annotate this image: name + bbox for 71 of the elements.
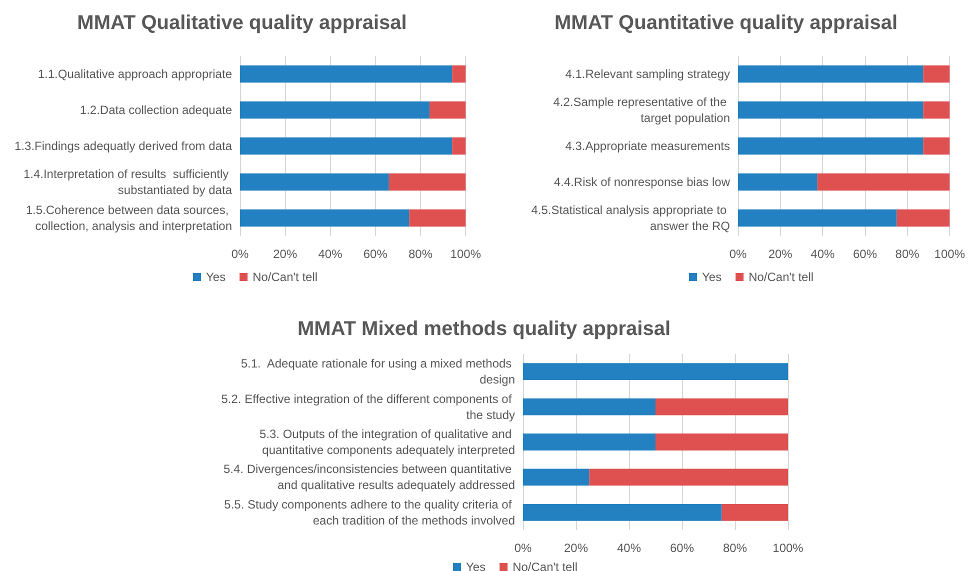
y-tick-label: 4.5.Statistical analysis appropriate to answer the RQ	[531, 203, 730, 233]
y-tick-label: 1.4.Interpretation of results sufficiently substantiated by data	[23, 167, 232, 197]
bar	[738, 173, 818, 191]
y-tick-label: 1.5.Coherence between data sources, collection, analysis and interpretation	[26, 203, 232, 233]
chart-title: MMAT Qualitative quality appraisal	[77, 12, 407, 34]
bar	[923, 137, 950, 155]
y-tick-label: 5.2. Effective integration of the different components of the study	[221, 392, 515, 422]
bar	[817, 173, 950, 191]
x-tick-label: 100%	[772, 541, 804, 555]
bar	[738, 209, 897, 227]
legend-label: No/Can't tell	[748, 270, 814, 284]
chart-title: MMAT Quantitative quality appraisal	[554, 12, 898, 34]
x-tick-label: 100%	[450, 247, 482, 261]
bar	[240, 65, 452, 83]
legend-label: Yes	[206, 270, 226, 284]
bar	[523, 434, 656, 450]
y-tick-label: 4.3.Appropriate measurements	[565, 139, 730, 153]
x-tick-label: 0%	[514, 541, 532, 555]
bar	[430, 101, 466, 119]
y-tick-label: 4.4.Risk of nonresponse bias low	[554, 175, 730, 189]
x-tick-label: 80%	[722, 541, 748, 555]
x-tick-label: 40%	[810, 247, 835, 261]
bar	[923, 65, 950, 83]
y-tick-label: 4.1.Relevant sampling strategy	[565, 67, 730, 81]
x-tick-label: 0%	[231, 247, 249, 261]
x-tick-label: 80%	[895, 247, 920, 261]
bar	[452, 137, 466, 155]
bar	[738, 101, 924, 119]
y-tick-label: 5.1. Adequate rationale for using a mixed methods design	[240, 356, 515, 387]
legend-label: Yes	[702, 270, 722, 284]
bar	[656, 434, 788, 450]
bar	[409, 209, 466, 227]
y-tick-label: 1.1.Qualitative approach appropriate	[38, 67, 232, 81]
x-tick-label: 20%	[768, 247, 793, 261]
bar	[240, 101, 430, 119]
bar	[388, 173, 466, 191]
legend-label: Yes	[466, 560, 486, 571]
y-tick-label: 5.5. Study components adhere to the quality criteria of each tradition of the methods involved	[224, 497, 515, 528]
bar	[738, 137, 924, 155]
x-tick-label: 40%	[616, 541, 642, 555]
chart-title: MMAT Mixed methods quality appraisal	[297, 318, 671, 340]
bar	[240, 137, 452, 155]
bar	[589, 468, 788, 486]
x-tick-label: 40%	[318, 247, 343, 261]
bar	[722, 504, 788, 521]
x-tick-label: 20%	[273, 247, 298, 261]
bar	[923, 101, 950, 119]
legend-label: No/Can't tell	[252, 270, 318, 284]
bar	[523, 504, 722, 521]
bar	[240, 209, 410, 227]
bar	[656, 398, 788, 416]
legend-label: No/Can't tell	[512, 560, 578, 571]
bar	[523, 468, 590, 486]
x-tick-label: 60%	[363, 247, 388, 261]
x-tick-label: 60%	[670, 541, 694, 555]
x-tick-label: 20%	[564, 541, 588, 555]
y-tick-label: 1.3.Findings adequatly derived from data	[14, 139, 232, 153]
y-tick-label: 5.4. Divergences/inconsistencies between quantitative and qualitative results adequately addressed	[223, 462, 515, 492]
x-tick-label: 100%	[934, 247, 966, 261]
x-tick-label: 60%	[852, 247, 878, 261]
y-tick-label: 1.2.Data collection adequate	[80, 103, 232, 117]
bar	[896, 209, 950, 227]
y-tick-label: 4.2.Sample representative of the target population	[553, 95, 730, 125]
bar	[452, 65, 466, 83]
bar	[738, 65, 924, 83]
x-tick-label: 80%	[408, 247, 433, 261]
bar	[523, 363, 788, 380]
bar	[240, 173, 389, 191]
bar	[523, 398, 656, 416]
y-tick-label: 5.3. Outputs of the integration of qualitative and quantitative components adequately interpreted	[259, 427, 515, 457]
x-tick-label: 0%	[729, 247, 747, 261]
